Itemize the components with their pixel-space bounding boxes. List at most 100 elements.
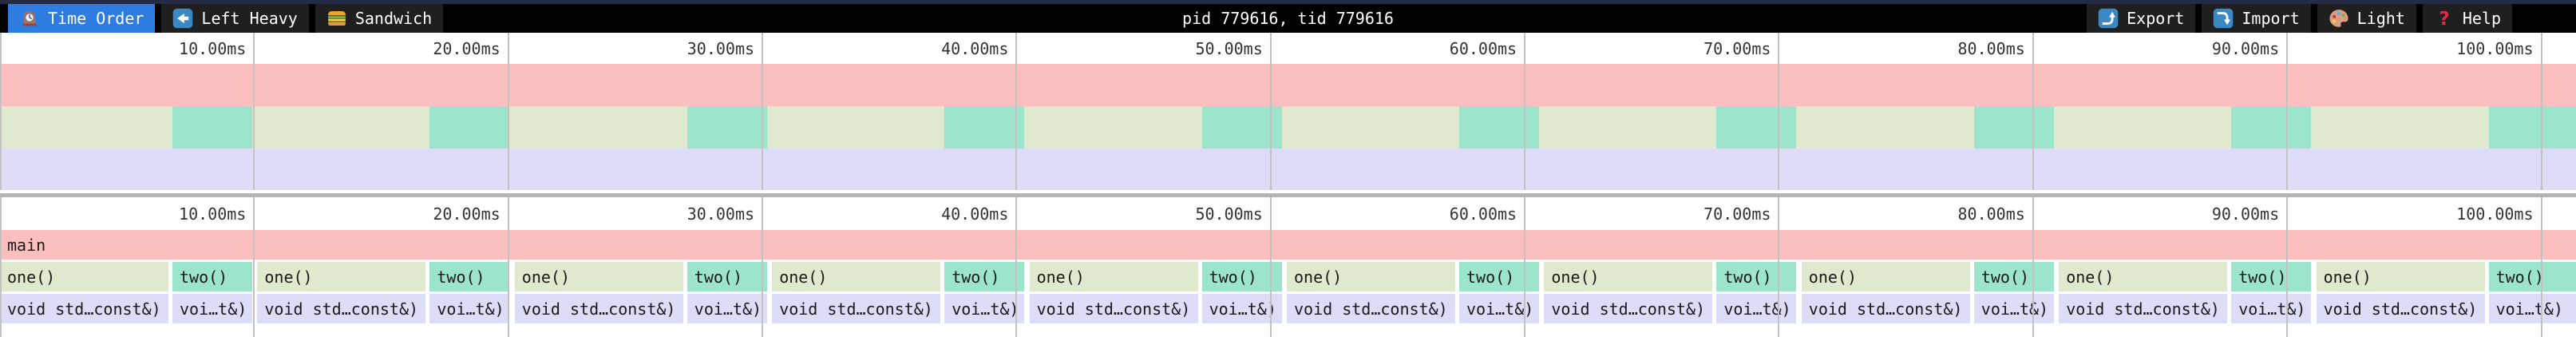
minimap-ruler: 10.00ms 20.00ms 30.00ms 40.00ms 50.00ms 60.00…	[0, 33, 2576, 64]
time-tick-label: 20.00ms	[433, 204, 501, 224]
frame-void-under-two[interactable]: voi…t&)	[1201, 294, 1282, 323]
minimap[interactable]	[0, 64, 2576, 190]
question-icon: ?	[2434, 8, 2455, 29]
frame-void-under-one[interactable]: void std…const&)	[772, 294, 941, 323]
help-label: Help	[2462, 9, 2501, 28]
minimap-two-block	[1459, 106, 1539, 149]
frame-void-under-two[interactable]: voi…t&)	[429, 294, 510, 323]
minimap-two-block	[1973, 106, 2054, 149]
frame-two[interactable]: two()	[429, 262, 510, 291]
frame-void-under-two[interactable]: voi…t&)	[1973, 294, 2054, 323]
time-tick-label: 80.00ms	[1957, 204, 2025, 224]
time-tick-label: 70.00ms	[1703, 39, 1771, 58]
frame-one[interactable]: one()	[1287, 262, 1455, 291]
frame-two[interactable]: two()	[1459, 262, 1539, 291]
time-tick-label: 80.00ms	[1957, 39, 2025, 58]
time-tick-label: 50.00ms	[1195, 204, 1263, 224]
frame-two[interactable]: two()	[2488, 262, 2576, 291]
left-arrow-icon	[172, 8, 193, 29]
frame-void-under-one[interactable]: void std…const&)	[0, 294, 168, 323]
frame-void-under-two[interactable]: voi…t&)	[172, 294, 252, 323]
minimap-row-void	[0, 149, 2576, 190]
import-icon	[2213, 8, 2234, 29]
time-tick-label: 40.00ms	[941, 39, 1009, 58]
frame-two[interactable]: two()	[1201, 262, 1282, 291]
clock-icon	[19, 8, 40, 29]
frame-one[interactable]: one()	[2316, 262, 2485, 291]
tab-left-heavy[interactable]: Left Heavy	[161, 4, 309, 33]
export-button[interactable]: Export	[2087, 4, 2196, 33]
frame-void-under-one[interactable]: void std…const&)	[514, 294, 683, 323]
frame-void-under-one[interactable]: void std…const&)	[1287, 294, 1455, 323]
time-tick-label: 50.00ms	[1195, 39, 1263, 58]
minimap-two-block	[172, 106, 252, 149]
export-label: Export	[2127, 9, 2185, 28]
svg-text:?: ?	[2439, 9, 2449, 29]
frame-void-under-one[interactable]: void std…const&)	[1544, 294, 1713, 323]
frame-two[interactable]: two()	[1973, 262, 2054, 291]
frame-one[interactable]: one()	[2059, 262, 2228, 291]
time-tick-label: 60.00ms	[1449, 39, 1518, 58]
time-tick-label: 40.00ms	[941, 204, 1009, 224]
time-tick-label: 30.00ms	[687, 204, 755, 224]
time-tick-label: 100.00ms	[2456, 204, 2534, 224]
frame-two[interactable]: two()	[1716, 262, 1797, 291]
frame-two[interactable]: two()	[2231, 262, 2312, 291]
frame-void-under-two[interactable]: voi…t&)	[944, 294, 1025, 323]
minimap-row-main	[0, 64, 2576, 106]
frame-void-under-two[interactable]: voi…t&)	[1459, 294, 1539, 323]
tab-sandwich[interactable]: Sandwich	[315, 4, 444, 33]
frame-one[interactable]: one()	[257, 262, 426, 291]
time-tick-label: 90.00ms	[2211, 204, 2280, 224]
import-label: Import	[2242, 9, 2300, 28]
frame-two[interactable]: two()	[687, 262, 767, 291]
time-tick-label: 10.00ms	[179, 39, 247, 58]
sandwich-icon	[326, 8, 347, 29]
help-button[interactable]: ? Help	[2422, 4, 2512, 33]
minimap-two-block	[687, 106, 767, 149]
frame-one[interactable]: one()	[1544, 262, 1713, 291]
toolbar: Time Order Left Heavy Sandwich pid 779616,…	[0, 4, 2576, 33]
frame-one[interactable]: one()	[1801, 262, 1970, 291]
time-tick-label: 30.00ms	[687, 39, 755, 58]
time-tick-label: 70.00ms	[1703, 204, 1771, 224]
time-tick-label: 100.00ms	[2456, 39, 2534, 58]
view-tabs: Time Order Left Heavy Sandwich	[0, 4, 444, 33]
tab-time-order[interactable]: Time Order	[8, 4, 156, 33]
minimap-two-block	[2488, 106, 2576, 149]
tab-left-heavy-label: Left Heavy	[201, 9, 298, 28]
minimap-row-one-two	[0, 106, 2576, 149]
flame-row-one-two: one() two() one() two() one() two() one() two()…	[0, 262, 2576, 291]
palette-icon	[2329, 8, 2349, 29]
frame-void-under-two[interactable]: voi…t&)	[1716, 294, 1797, 323]
theme-label: Light	[2356, 9, 2405, 28]
frame-two[interactable]: two()	[172, 262, 252, 291]
time-tick-label: 10.00ms	[179, 204, 247, 224]
frame-void-under-one[interactable]: void std…const&)	[1801, 294, 1970, 323]
time-tick-label: 20.00ms	[433, 39, 501, 58]
frame-one[interactable]: one()	[0, 262, 168, 291]
frame-one[interactable]: one()	[772, 262, 941, 291]
minimap-two-block	[1716, 106, 1797, 149]
frame-void-under-two[interactable]: voi…t&)	[2231, 294, 2312, 323]
frame-void-under-two[interactable]: voi…t&)	[2488, 294, 2576, 323]
window-top-strip	[0, 0, 2576, 4]
tab-sandwich-label: Sandwich	[354, 9, 433, 28]
frame-void-under-two[interactable]: voi…t&)	[687, 294, 767, 323]
minimap-two-block	[944, 106, 1025, 149]
panel-separator[interactable]	[0, 193, 2576, 197]
frame-void-under-one[interactable]: void std…const&)	[1029, 294, 1198, 323]
tab-time-order-label: Time Order	[48, 9, 144, 28]
import-button[interactable]: Import	[2202, 4, 2311, 33]
frame-one[interactable]: one()	[514, 262, 683, 291]
frame-main[interactable]: main	[0, 230, 2576, 260]
toolbar-actions: Export Import Light? Help	[2087, 4, 2576, 33]
flame-row-void: void std…const&) voi…t&) void std…const&) v…	[0, 294, 2576, 323]
theme-button[interactable]: Light	[2317, 4, 2416, 33]
frame-void-under-one[interactable]: void std…const&)	[2316, 294, 2485, 323]
frame-void-under-one[interactable]: void std…const&)	[2059, 294, 2228, 323]
time-tick-label: 90.00ms	[2211, 39, 2280, 58]
frame-two[interactable]: two()	[944, 262, 1025, 291]
frame-void-under-one[interactable]: void std…const&)	[257, 294, 426, 323]
frame-one[interactable]: one()	[1029, 262, 1198, 291]
